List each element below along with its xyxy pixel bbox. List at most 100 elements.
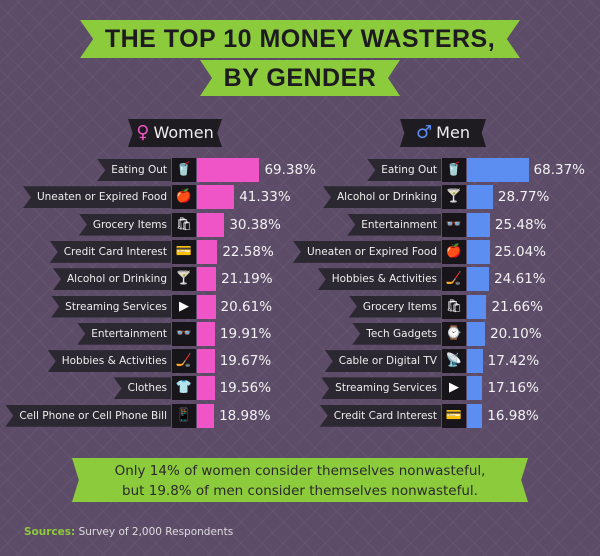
play-icon: ▶ (442, 376, 466, 401)
bar (197, 321, 215, 346)
men-title: Men (436, 123, 470, 142)
men-row: Hobbies & Activities 🏒 24.61% (0, 267, 600, 292)
women-row: Streaming Services ▶ 20.61% (0, 294, 600, 320)
value-label: 19.56% (219, 380, 272, 397)
men-row: Grocery Items 🛍 21.66% (0, 294, 600, 320)
bar (197, 349, 215, 374)
sources-label: Sources: (24, 526, 76, 538)
value-label: 19.67% (219, 353, 272, 370)
women-row: Hobbies & Activities 🏒 19.67% (0, 349, 600, 374)
men-row: Credit Card Interest 💳 16.98% (0, 403, 600, 429)
category-label: Streaming Services (51, 295, 171, 318)
category-label: Alcohol or Drinking (52, 268, 171, 291)
bar (467, 239, 490, 264)
value-label: 68.37% (533, 162, 586, 178)
value-label: 20.10% (490, 325, 542, 342)
bar (467, 294, 487, 319)
bar (197, 376, 215, 401)
women-row: Alcohol or Drinking 🍸 21.19% (0, 267, 600, 292)
female-icon: ♀ (136, 122, 150, 143)
women-row: Cell Phone or Cell Phone Bill 📱 18.98% (0, 403, 600, 429)
title-line-2: BY GENDER (200, 60, 400, 96)
value-label: 25.48% (494, 216, 547, 233)
women-row: Entertainment 👓 19.91% (0, 321, 600, 347)
3d-glasses-icon: 👓 (442, 212, 466, 237)
value-label: 69.38% (264, 162, 316, 178)
women-row: Grocery Items 🛍 30.38% (0, 212, 600, 238)
apple-icon: 🍎 (442, 239, 466, 264)
value-label: 25.04% (494, 243, 547, 260)
shirt-icon: 👕 (172, 376, 196, 401)
value-label: 20.61% (220, 298, 273, 315)
bar (197, 239, 218, 264)
phone-icon: 📱 (172, 403, 196, 428)
summary-note: Only 14% of women consider themselves no… (72, 458, 528, 502)
bar (467, 376, 483, 401)
category-label: Eating Out (97, 159, 171, 181)
men-row: Cable or Digital TV 📡 17.42% (0, 349, 600, 374)
category-label: Grocery Items (348, 295, 441, 318)
bar (467, 158, 529, 182)
category-label: Eating Out (367, 159, 441, 181)
category-label: Clothes (113, 377, 171, 400)
women-row: Eating Out 🥤 69.38% (0, 158, 600, 183)
hockey-stick-icon: 🏒 (172, 349, 196, 374)
women-header: ♀ Women (128, 119, 222, 147)
category-label: Cable or Digital TV (324, 350, 441, 373)
category-label: Alcohol or Drinking (322, 186, 441, 209)
male-icon: ♂ (416, 122, 433, 143)
play-icon: ▶ (172, 294, 196, 319)
apple-icon: 🍎 (172, 185, 196, 210)
hockey-stick-icon: 🏒 (442, 267, 466, 292)
value-label: 24.61% (494, 271, 546, 288)
men-row: Uneaten or Expired Food 🍎 25.04% (0, 239, 600, 265)
category-label: Credit Card Interest (49, 240, 171, 263)
value-label: 18.98% (219, 407, 271, 424)
bar (467, 212, 490, 237)
bar (197, 158, 260, 182)
note-line-1: Only 14% of women consider themselves no… (114, 463, 486, 479)
men-row: Alcohol or Drinking 🍸 28.77% (0, 185, 600, 210)
bar (467, 185, 493, 210)
women-row: Uneaten or Expired Food 🍎 41.33% (0, 185, 600, 210)
bar (467, 267, 490, 292)
sources-text: Survey of 2,000 Respondents (78, 526, 234, 538)
bar (197, 185, 235, 210)
category-label: Grocery Items (78, 213, 171, 236)
smartwatch-icon: ⌚ (442, 321, 466, 346)
bar (467, 321, 486, 346)
3d-glasses-icon: 👓 (172, 321, 196, 346)
category-label: Uneaten or Expired Food (22, 186, 171, 209)
value-label: 17.16% (487, 380, 539, 397)
value-label: 21.66% (491, 298, 543, 315)
men-row: Entertainment 👓 25.48% (0, 212, 600, 238)
credit-card-icon: 💳 (172, 239, 196, 264)
bar (467, 349, 483, 374)
grocery-bag-icon: 🛍 (442, 294, 466, 319)
men-row: Streaming Services ▶ 17.16% (0, 376, 600, 401)
value-label: 22.58% (222, 243, 274, 260)
value-label: 17.42% (487, 353, 540, 370)
value-label: 30.38% (229, 216, 281, 233)
note-line-2: but 19.8% of men consider themselves non… (122, 483, 478, 499)
value-label: 41.33% (239, 189, 291, 206)
category-label: Cell Phone or Cell Phone Bill (5, 404, 171, 427)
category-label: Credit Card Interest (319, 404, 441, 427)
category-label: Tech Gadgets (352, 322, 441, 345)
category-label: Hobbies & Activities (317, 268, 441, 291)
category-label: Entertainment (77, 322, 171, 345)
value-label: 16.98% (487, 407, 539, 424)
credit-card-icon: 💳 (442, 403, 466, 428)
title-line-1: THE TOP 10 MONEY WASTERS, (80, 20, 520, 58)
category-label: Streaming Services (321, 377, 441, 400)
women-title: Women (153, 123, 214, 142)
category-label: Hobbies & Activities (47, 350, 171, 373)
bar (197, 294, 216, 319)
grocery-bag-icon: 🛍 (172, 212, 196, 237)
women-row: Clothes 👕 19.56% (0, 376, 600, 401)
drink-cup-icon: 🥤 (172, 158, 196, 182)
bar (467, 403, 483, 428)
satellite-dish-icon: 📡 (442, 349, 466, 374)
value-label: 28.77% (497, 189, 550, 206)
